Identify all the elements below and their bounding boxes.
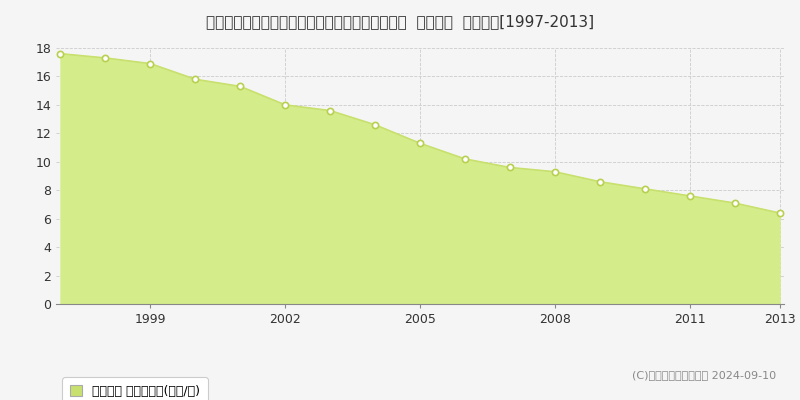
- Legend: 地価公示 平均坪単価(万円/坪): 地価公示 平均坪単価(万円/坪): [62, 377, 208, 400]
- Text: (C)土地価格ドットコム 2024-09-10: (C)土地価格ドットコム 2024-09-10: [632, 370, 776, 380]
- Text: 長野県上水内郡信濃町大字柏原字役屋敷６０番１  地価公示  地価推移[1997-2013]: 長野県上水内郡信濃町大字柏原字役屋敷６０番１ 地価公示 地価推移[1997-20…: [206, 14, 594, 29]
